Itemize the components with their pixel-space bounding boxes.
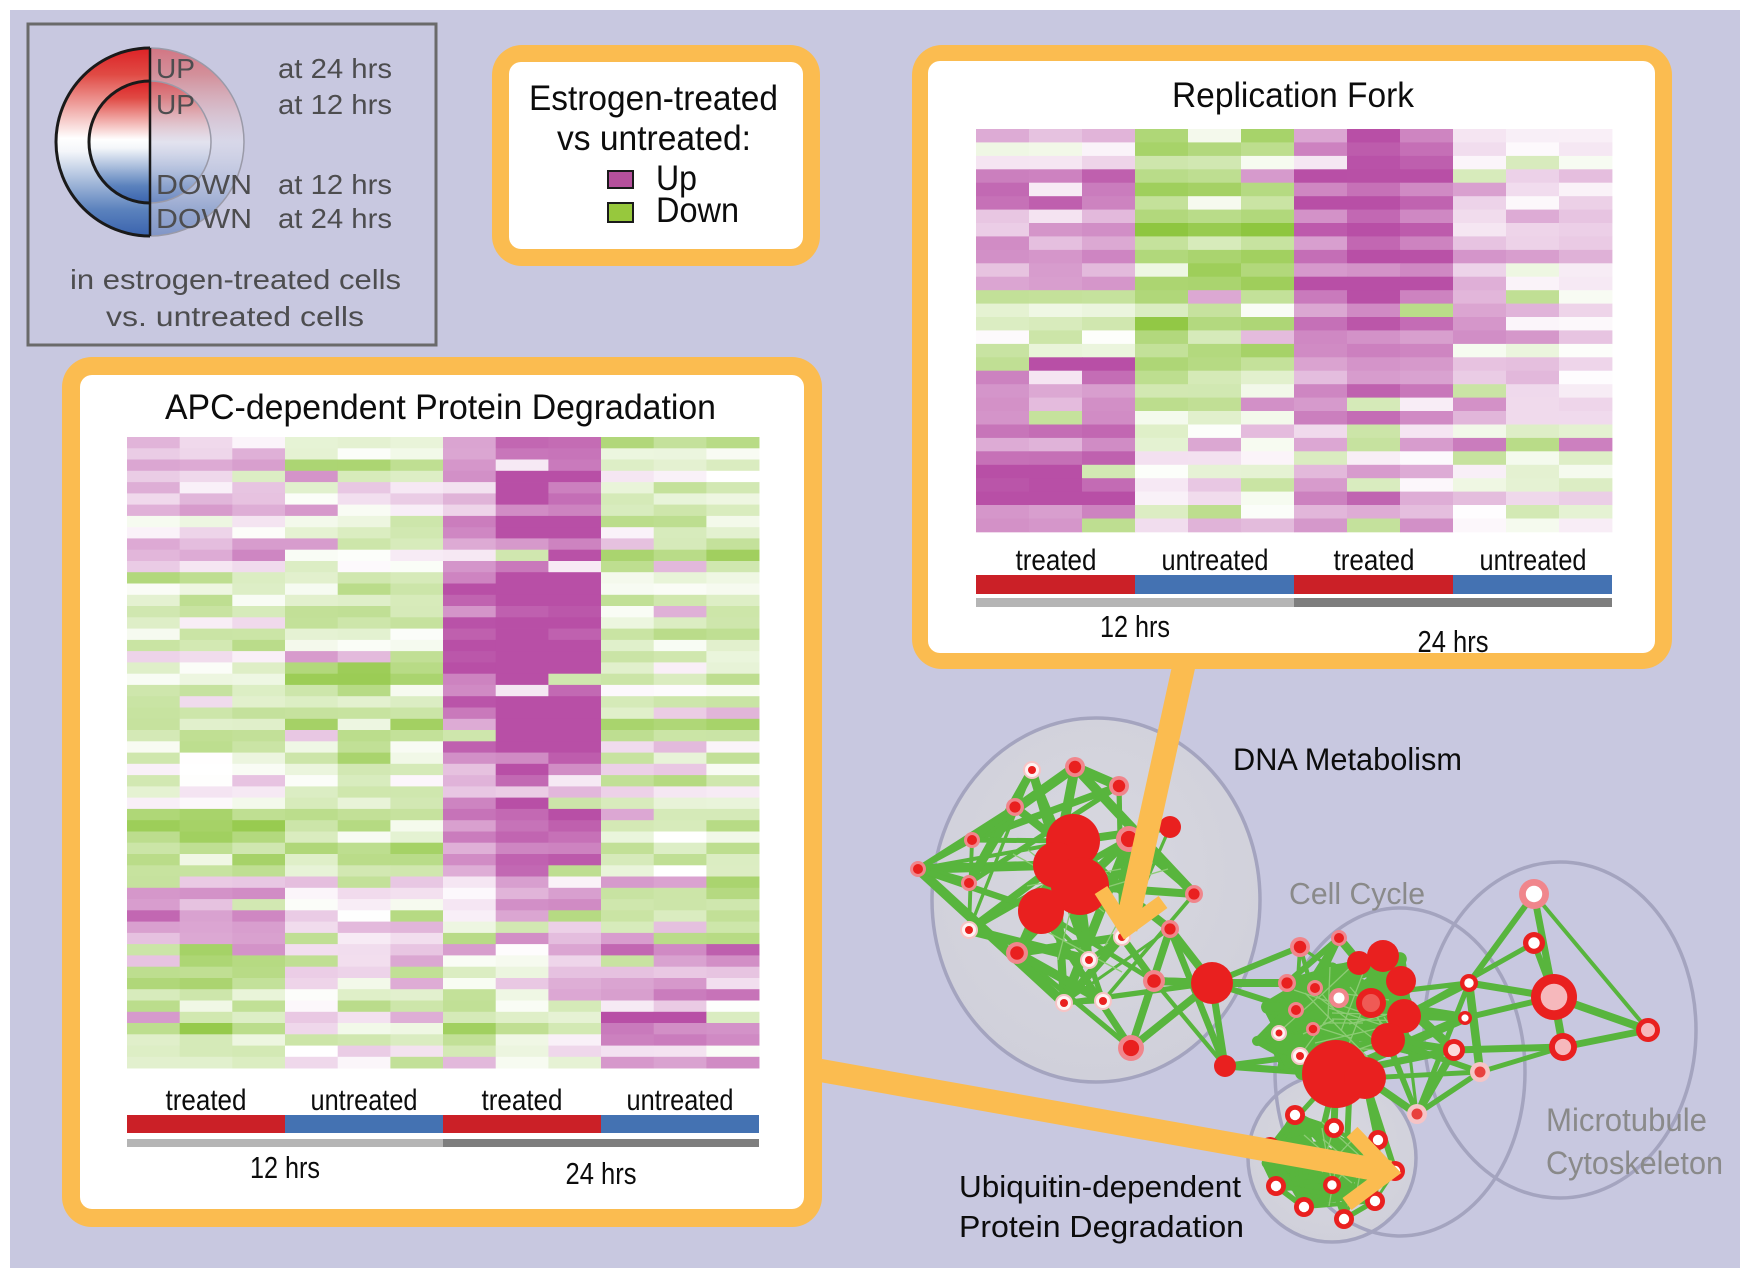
- svg-text:Protein Degradation: Protein Degradation: [959, 1209, 1244, 1244]
- svg-text:Cell Cycle: Cell Cycle: [1289, 876, 1425, 911]
- svg-text:Microtubule: Microtubule: [1546, 1102, 1707, 1138]
- svg-text:untreated: untreated: [1162, 544, 1269, 577]
- svg-text:UP: UP: [156, 53, 195, 84]
- svg-text:Replication Fork: Replication Fork: [1172, 76, 1414, 115]
- svg-text:Down: Down: [656, 191, 739, 230]
- svg-text:untreated: untreated: [311, 1084, 418, 1117]
- svg-text:24 hrs: 24 hrs: [1418, 624, 1489, 659]
- svg-text:treated: treated: [166, 1084, 247, 1117]
- svg-text:DNA Metabolism: DNA Metabolism: [1233, 741, 1462, 777]
- svg-text:DOWN: DOWN: [156, 203, 252, 234]
- svg-text:APC-dependent Protein Degradat: APC-dependent Protein Degradation: [165, 388, 716, 427]
- svg-text:at 24 hrs: at 24 hrs: [278, 203, 392, 234]
- svg-text:Cytoskeleton: Cytoskeleton: [1546, 1145, 1723, 1181]
- svg-text:at 12 hrs: at 12 hrs: [278, 89, 392, 120]
- svg-text:UP: UP: [156, 89, 195, 120]
- svg-text:untreated: untreated: [1480, 544, 1587, 577]
- svg-text:at 12 hrs: at 12 hrs: [278, 169, 392, 200]
- svg-text:treated: treated: [1016, 544, 1097, 577]
- svg-text:vs. untreated cells: vs. untreated cells: [106, 301, 364, 332]
- svg-text:Estrogen-treated: Estrogen-treated: [529, 79, 778, 118]
- svg-text:12 hrs: 12 hrs: [250, 1150, 320, 1185]
- svg-text:24 hrs: 24 hrs: [566, 1156, 637, 1191]
- svg-text:untreated: untreated: [627, 1084, 734, 1117]
- svg-text:vs untreated:: vs untreated:: [557, 119, 751, 158]
- svg-text:Up: Up: [656, 159, 697, 198]
- svg-text:at 24 hrs: at 24 hrs: [278, 53, 392, 84]
- svg-text:DOWN: DOWN: [156, 169, 252, 200]
- svg-text:treated: treated: [1334, 544, 1415, 577]
- svg-text:12 hrs: 12 hrs: [1100, 609, 1170, 644]
- svg-text:in estrogen-treated cells: in estrogen-treated cells: [70, 264, 401, 295]
- svg-text:treated: treated: [482, 1084, 563, 1117]
- svg-text:Ubiquitin-dependent: Ubiquitin-dependent: [959, 1169, 1241, 1204]
